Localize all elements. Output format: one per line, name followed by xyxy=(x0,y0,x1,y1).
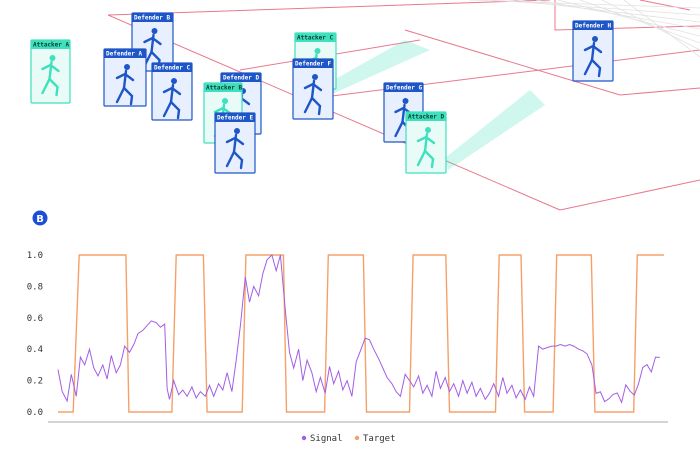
field-grid-line xyxy=(492,0,700,15)
player-box: Defender H xyxy=(573,21,613,81)
legend-target-marker xyxy=(355,436,359,440)
player-label: Attacker A xyxy=(33,42,70,49)
player-box: Defender A xyxy=(104,49,146,106)
legend-signal-label: Signal xyxy=(310,434,343,444)
player-label: Attacker B xyxy=(206,85,243,92)
player-box: Defender E xyxy=(215,113,255,173)
player-label: Defender F xyxy=(295,61,332,68)
vision-cone xyxy=(445,90,545,170)
y-tick-label: 0.8 xyxy=(27,282,43,292)
y-tick-label: 0.0 xyxy=(27,408,43,418)
player-boxes: Attacker A Defender B Defender A Defender C… xyxy=(31,13,613,173)
player-label: Defender G xyxy=(386,85,423,92)
player-label: Defender B xyxy=(134,15,171,22)
player-label: Defender C xyxy=(154,65,191,72)
player-label: Defender A xyxy=(106,51,143,58)
player-box: Defender C xyxy=(152,63,192,120)
field-line xyxy=(620,88,700,95)
y-tick-label: 0.2 xyxy=(27,377,43,387)
y-tick-label: 0.4 xyxy=(27,345,43,355)
y-ticks: 1.0 0.8 0.6 0.4 0.2 0.0 xyxy=(27,251,43,418)
series-signal-line xyxy=(58,255,660,402)
field-line xyxy=(108,0,550,15)
player-box: Defender F xyxy=(293,59,333,119)
legend: Signal Target xyxy=(302,434,396,444)
y-tick-label: 1.0 xyxy=(27,251,43,261)
player-label: Defender H xyxy=(575,23,612,30)
series-target-line xyxy=(58,255,664,412)
panel-b-badge: B xyxy=(33,211,48,226)
field-grid-line xyxy=(536,0,700,29)
field-line xyxy=(640,0,690,10)
player-box: Attacker A xyxy=(31,40,70,103)
field-grid-line xyxy=(514,0,700,22)
player-label: Attacker C xyxy=(297,35,334,42)
player-label: Defender D xyxy=(223,75,260,82)
y-tick-label: 0.6 xyxy=(27,314,43,324)
field-grid-line xyxy=(624,0,700,57)
legend-signal-marker xyxy=(302,436,306,440)
player-label: Defender E xyxy=(217,115,254,122)
signal-chart: 1.0 0.8 0.6 0.4 0.2 0.0 xyxy=(27,251,668,422)
field-line xyxy=(560,180,700,210)
panel-b-badge-text: B xyxy=(36,214,44,225)
player-box: Attacker D xyxy=(406,112,446,173)
legend-target-label: Target xyxy=(363,434,396,444)
player-label: Attacker D xyxy=(408,114,445,121)
